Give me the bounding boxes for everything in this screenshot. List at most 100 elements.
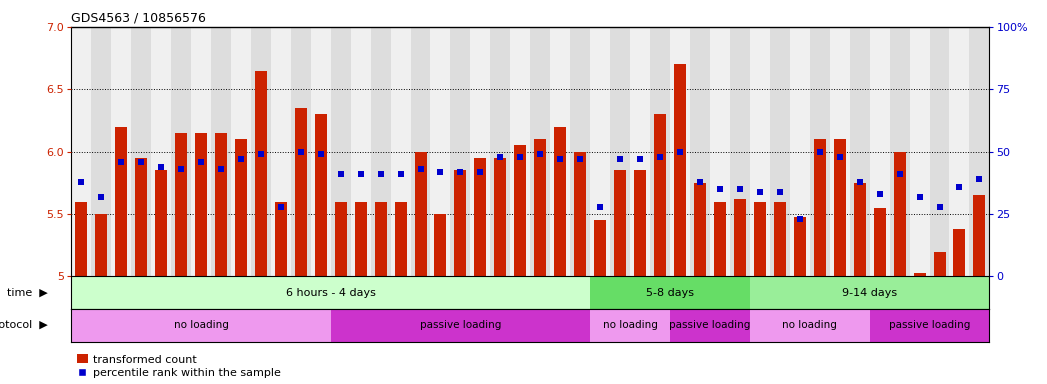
Bar <box>829 27 850 276</box>
Text: GDS4563 / 10856576: GDS4563 / 10856576 <box>71 11 206 24</box>
Bar <box>551 27 571 276</box>
Bar <box>274 202 287 276</box>
Bar <box>833 139 846 276</box>
Text: passive loading: passive loading <box>420 320 502 331</box>
Bar <box>750 27 770 276</box>
Bar <box>235 139 247 276</box>
Bar <box>950 27 970 276</box>
Bar <box>734 199 745 276</box>
Bar <box>774 202 786 276</box>
Bar <box>890 27 910 276</box>
Bar <box>450 27 470 276</box>
Bar <box>215 133 227 276</box>
Bar <box>375 202 386 276</box>
Bar <box>930 27 950 276</box>
Bar <box>391 27 410 276</box>
Bar <box>530 27 551 276</box>
Bar <box>131 27 151 276</box>
Bar <box>155 170 168 276</box>
Text: protocol  ▶: protocol ▶ <box>0 320 47 331</box>
Bar <box>595 220 606 276</box>
Bar <box>111 27 131 276</box>
Bar <box>195 133 207 276</box>
Text: no loading: no loading <box>174 320 228 331</box>
Legend: transformed count, percentile rank within the sample: transformed count, percentile rank withi… <box>76 354 282 379</box>
Bar <box>789 27 809 276</box>
Bar <box>710 27 730 276</box>
Bar <box>395 202 406 276</box>
Bar <box>674 64 686 276</box>
Bar <box>95 214 107 276</box>
Bar <box>494 158 507 276</box>
Bar <box>591 27 610 276</box>
Bar <box>591 309 670 342</box>
Bar <box>634 170 646 276</box>
Text: passive loading: passive loading <box>669 320 751 331</box>
Bar <box>610 27 630 276</box>
Bar <box>809 27 829 276</box>
Bar <box>571 27 591 276</box>
Bar <box>331 309 591 342</box>
Bar <box>670 309 750 342</box>
Bar <box>970 27 989 276</box>
Bar <box>954 229 965 276</box>
Bar <box>91 27 111 276</box>
Bar <box>351 27 371 276</box>
Bar <box>873 208 886 276</box>
Bar <box>714 202 726 276</box>
Bar <box>454 170 466 276</box>
Bar <box>690 27 710 276</box>
Bar <box>291 27 311 276</box>
Bar <box>754 202 765 276</box>
Bar <box>914 273 926 276</box>
Bar <box>135 158 147 276</box>
Bar <box>794 217 806 276</box>
Bar <box>331 27 351 276</box>
Bar <box>470 27 490 276</box>
Bar <box>750 309 870 342</box>
Bar <box>630 27 650 276</box>
Bar <box>355 202 366 276</box>
Text: no loading: no loading <box>603 320 658 331</box>
Text: 5-8 days: 5-8 days <box>646 288 694 298</box>
Bar <box>591 276 750 309</box>
Bar <box>254 71 267 276</box>
Bar <box>430 27 450 276</box>
Bar <box>271 27 291 276</box>
Bar <box>151 27 171 276</box>
Bar <box>910 27 930 276</box>
Bar <box>490 27 510 276</box>
Bar <box>730 27 750 276</box>
Bar <box>750 276 989 309</box>
Bar <box>75 202 87 276</box>
Bar <box>435 214 446 276</box>
Bar <box>510 27 530 276</box>
Text: no loading: no loading <box>782 320 838 331</box>
Bar <box>335 202 347 276</box>
Bar <box>210 27 231 276</box>
Bar <box>71 309 331 342</box>
Bar <box>311 27 331 276</box>
Text: 9-14 days: 9-14 days <box>842 288 897 298</box>
Bar <box>650 27 670 276</box>
Bar <box>574 152 586 276</box>
Bar <box>870 309 989 342</box>
Bar <box>934 252 945 276</box>
Bar <box>514 146 527 276</box>
Bar <box>251 27 271 276</box>
Bar <box>694 183 706 276</box>
Bar <box>893 152 906 276</box>
Bar <box>534 139 547 276</box>
Bar <box>474 158 487 276</box>
Bar <box>71 27 91 276</box>
Bar <box>654 114 666 276</box>
Bar <box>615 170 626 276</box>
Bar <box>670 27 690 276</box>
Bar <box>554 127 566 276</box>
Bar <box>770 27 789 276</box>
Bar <box>814 139 826 276</box>
Bar <box>315 114 327 276</box>
Bar <box>231 27 251 276</box>
Bar <box>870 27 890 276</box>
Bar <box>410 27 430 276</box>
